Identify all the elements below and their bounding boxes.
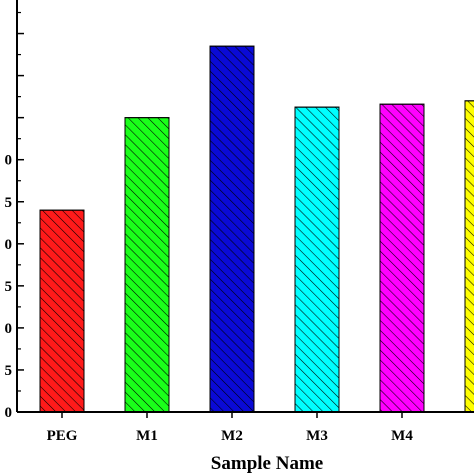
y-tick-label-4: 0 <box>5 237 13 253</box>
y-tick-label-1: 5 <box>5 363 13 379</box>
bar-hatch-m2 <box>209 45 255 413</box>
bar-hatch-m4 <box>379 103 425 413</box>
y-tick-label-5: 5 <box>5 195 13 211</box>
x-axis-title: Sample Name <box>211 453 323 474</box>
x-tick-label-peg: PEG <box>47 428 78 444</box>
bar-hatch-m5 <box>464 100 474 413</box>
bar-hatch-m1 <box>124 117 170 413</box>
x-axis-ticks: PEGM1M2M3M4M <box>47 412 413 444</box>
x-tick-label-m4: M4 <box>391 428 413 444</box>
y-axis-ticks: 0 5 0 5 0 5 0 <box>5 11 24 421</box>
bar-hatch-peg <box>39 209 85 413</box>
x-tick-label-m3: M3 <box>306 428 328 444</box>
bar-hatch-m3 <box>294 106 340 413</box>
y-tick-label-3: 5 <box>5 279 13 295</box>
x-tick-label-m2: M2 <box>221 428 243 444</box>
bars-group <box>39 45 474 413</box>
x-tick-label-m1: M1 <box>136 428 158 444</box>
y-tick-label-0: 0 <box>5 405 13 421</box>
y-tick-label-6: 0 <box>5 153 13 169</box>
y-tick-label-2: 0 <box>5 321 13 337</box>
